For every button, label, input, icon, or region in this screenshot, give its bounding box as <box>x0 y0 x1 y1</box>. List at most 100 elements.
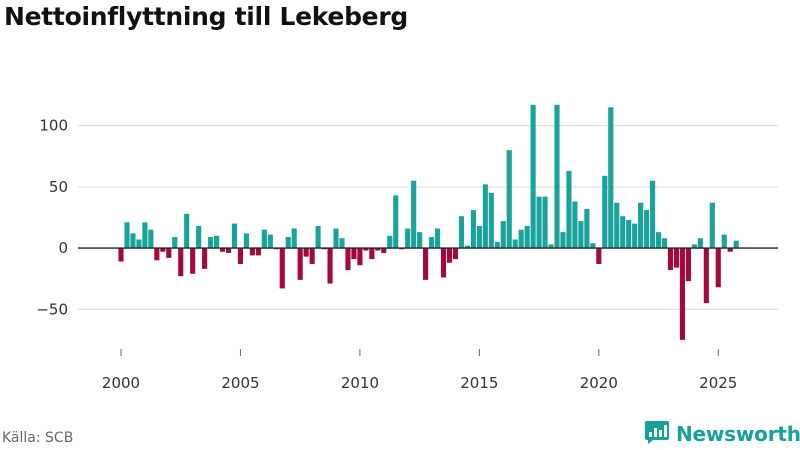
bar <box>524 226 530 249</box>
bar <box>703 248 709 304</box>
bar <box>375 248 381 251</box>
bar <box>345 248 351 271</box>
bar <box>297 248 303 280</box>
bar <box>429 237 435 249</box>
bar <box>536 196 542 249</box>
bar <box>411 180 417 249</box>
bar <box>650 180 656 249</box>
bar <box>560 232 566 249</box>
bar <box>303 248 309 257</box>
bar <box>554 104 560 249</box>
bar <box>655 232 662 249</box>
bar <box>136 239 142 249</box>
bar <box>452 248 459 260</box>
bar <box>255 248 261 256</box>
bar <box>417 232 423 249</box>
bar <box>261 229 267 249</box>
bar <box>202 248 208 269</box>
bar <box>190 248 196 274</box>
bar <box>118 248 124 262</box>
y-tick-label: −50 <box>36 300 68 318</box>
bar <box>351 248 357 260</box>
bar <box>405 228 411 249</box>
bar <box>715 248 721 288</box>
bar <box>673 248 680 268</box>
bar <box>602 175 608 249</box>
newsworthy-logo[interactable]: Newsworthy <box>644 419 800 449</box>
bar <box>727 248 733 252</box>
bar <box>620 216 626 249</box>
x-tick-label: 2010 <box>341 374 379 392</box>
bar <box>494 241 500 249</box>
bar <box>124 222 130 249</box>
bar <box>518 229 524 249</box>
bar <box>333 228 339 249</box>
bar <box>661 238 668 249</box>
bar <box>387 235 393 249</box>
bar <box>327 248 333 284</box>
bar <box>500 221 506 249</box>
bar <box>476 226 482 249</box>
bar <box>638 202 644 249</box>
bar <box>482 184 488 249</box>
y-tick-label: 100 <box>39 117 68 135</box>
bar <box>626 219 632 249</box>
x-tick-label: 2020 <box>580 374 618 392</box>
brand-name: Newsworthy <box>676 422 800 446</box>
bar <box>130 233 136 249</box>
x-tick-label: 2015 <box>460 374 498 392</box>
y-axis-ticks: 100 50 0 −50 <box>36 117 68 319</box>
bar-chart: 100 50 0 −50 2000 2005 2010 2015 2020 2025 <box>36 104 778 392</box>
y-tick-label: 50 <box>49 178 68 196</box>
source-note: Källa: SCB <box>2 430 74 446</box>
bar <box>542 196 548 249</box>
bar <box>733 240 739 249</box>
bar <box>357 248 363 266</box>
bar <box>381 248 387 253</box>
bar <box>309 248 315 264</box>
bar <box>506 150 512 249</box>
bar <box>267 234 273 249</box>
bar <box>393 195 399 249</box>
bar <box>219 248 226 252</box>
bar <box>369 248 375 260</box>
bar <box>237 248 244 264</box>
bar <box>434 228 441 249</box>
bar <box>285 237 291 249</box>
bar <box>363 248 369 251</box>
bar <box>208 237 214 249</box>
y-gridlines <box>78 125 778 310</box>
bar <box>721 234 727 249</box>
bar <box>184 213 190 249</box>
bar <box>231 223 238 249</box>
bar <box>470 210 476 249</box>
bar <box>685 248 691 282</box>
y-tick-label: 0 <box>58 239 68 257</box>
bar <box>291 228 297 249</box>
bar <box>572 201 578 249</box>
bar <box>488 192 494 249</box>
bar <box>632 223 638 249</box>
x-tick-label: 2000 <box>102 374 140 392</box>
newsworthy-logo-icon <box>644 419 670 449</box>
bar <box>667 248 674 271</box>
bar <box>440 248 447 278</box>
bar <box>608 107 614 249</box>
bar <box>530 104 536 249</box>
bar <box>243 233 249 249</box>
bar <box>679 248 686 340</box>
bar <box>578 221 584 249</box>
bar <box>148 229 154 249</box>
bar <box>339 238 345 249</box>
bar <box>196 226 202 249</box>
bar <box>512 239 518 249</box>
chart-title: Nettoinflyttning till Lekeberg <box>4 2 408 31</box>
x-tick-label: 2025 <box>699 374 737 392</box>
bar <box>214 235 220 249</box>
bar <box>590 243 596 249</box>
bar <box>446 248 453 263</box>
bar <box>225 248 232 253</box>
bar <box>154 248 160 261</box>
bar <box>548 244 554 249</box>
bar <box>279 248 285 289</box>
